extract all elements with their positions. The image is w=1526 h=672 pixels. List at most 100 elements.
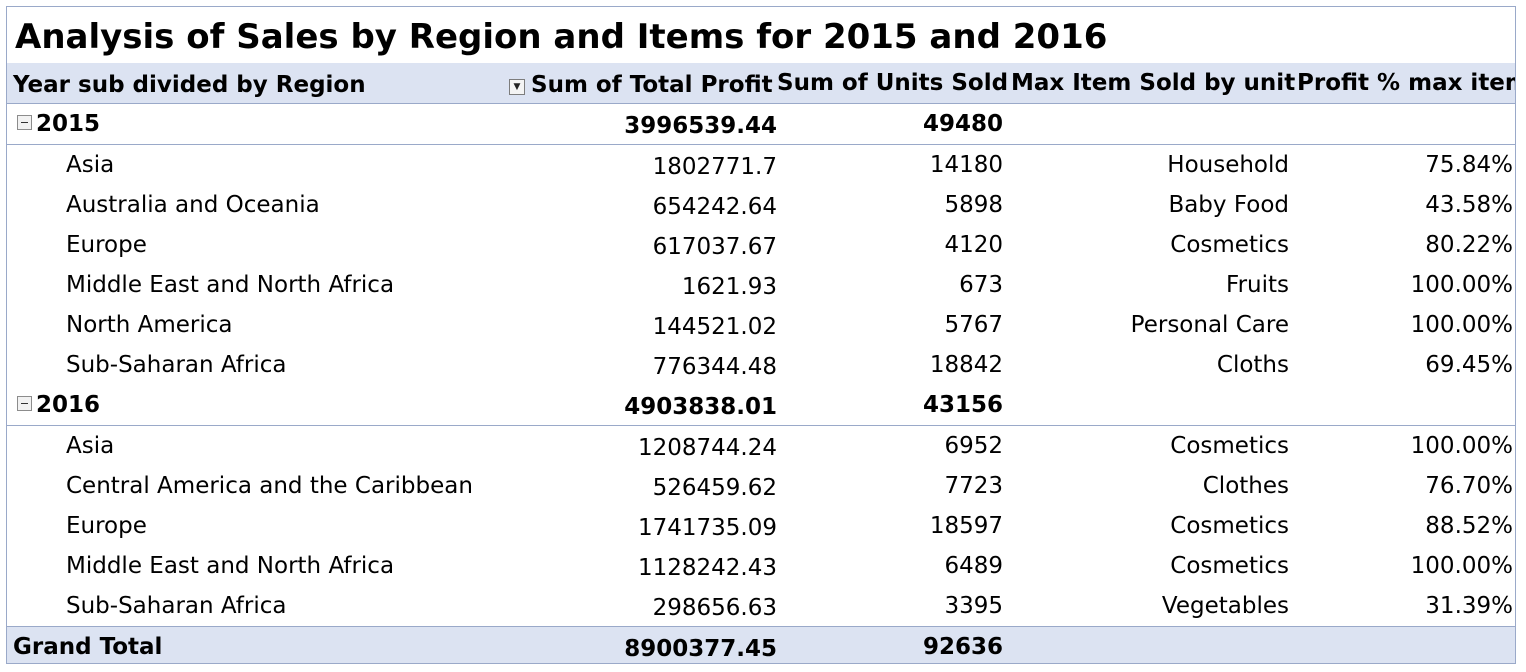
region-units-cell: 5898 [777, 185, 1011, 225]
region-row: Asia 1208744.24 6952 Cosmetics 100.00% [7, 426, 1515, 467]
grand-total-label-cell: Grand Total 8900377.45 [7, 626, 777, 663]
region-item-cell: Cosmetics [1011, 506, 1297, 546]
year-pct-cell [1297, 385, 1515, 426]
year-item-cell [1011, 385, 1297, 426]
region-label-cell: Europe 617037.67 [7, 225, 777, 265]
region-max-item: Cosmetics [1170, 232, 1289, 258]
region-name: Europe [66, 232, 147, 258]
region-row: North America 144521.02 5767 Personal Care 1… [7, 305, 1515, 345]
region-item-cell: Cloths [1011, 345, 1297, 385]
region-profit-pct: 100.00% [1410, 312, 1513, 338]
region-row: Sub-Saharan Africa 298656.63 3395 Vegetable… [7, 586, 1515, 627]
region-pct-cell: 43.58% [1297, 185, 1515, 225]
region-item-cell: Personal Care [1011, 305, 1297, 345]
region-label-cell: Europe 1741735.09 [7, 506, 777, 546]
region-units-cell: 18842 [777, 345, 1011, 385]
region-row: Middle East and North Africa 1128242.43 64… [7, 546, 1515, 586]
header-profit: Sum of Total Profit [531, 72, 773, 98]
region-profit: 654242.64 [652, 194, 777, 220]
region-units-cell: 4120 [777, 225, 1011, 265]
region-max-item: Cloths [1216, 352, 1289, 378]
region-units: 5898 [944, 192, 1003, 218]
region-profit: 1128242.43 [637, 555, 777, 581]
year-units: 49480 [922, 111, 1003, 137]
header-max-item: Max Item Sold by unit [1011, 70, 1296, 96]
region-row: Australia and Oceania 654242.64 5898 Baby F… [7, 185, 1515, 225]
region-profit-pct: 80.22% [1425, 232, 1513, 258]
region-profit-pct: 88.52% [1425, 513, 1513, 539]
region-label-cell: Asia 1802771.7 [7, 145, 777, 186]
region-label-cell: Sub-Saharan Africa 298656.63 [7, 586, 777, 627]
region-name: Middle East and North Africa [66, 553, 395, 579]
year-label: 2015 [36, 111, 101, 137]
collapse-minus-icon[interactable] [17, 396, 32, 411]
grand-total-label: Grand Total [13, 634, 163, 660]
region-max-item: Household [1167, 152, 1289, 178]
region-units-cell: 7723 [777, 466, 1011, 506]
year-label: 2016 [36, 392, 101, 418]
region-profit-pct: 100.00% [1410, 272, 1513, 298]
region-pct-cell: 76.70% [1297, 466, 1515, 506]
region-units: 5767 [944, 312, 1003, 338]
region-units-cell: 14180 [777, 145, 1011, 186]
region-max-item: Vegetables [1161, 593, 1289, 619]
region-max-item: Fruits [1226, 272, 1289, 298]
region-units-cell: 3395 [777, 586, 1011, 627]
region-profit: 526459.62 [652, 475, 777, 501]
header-units-cell: Sum of Units Sold [777, 63, 1011, 104]
grand-total-units-cell: 92636 [777, 626, 1011, 663]
region-name: Middle East and North Africa [66, 272, 395, 298]
year-label-cell: 2015 3996539.44 [7, 103, 777, 145]
filter-dropdown-icon[interactable]: ▼ [509, 79, 525, 95]
region-row: Asia 1802771.7 14180 Household 75.84% [7, 145, 1515, 186]
pivot-table: Year sub divided by Region ▼ Sum of Tota… [7, 63, 1515, 663]
region-pct-cell: 100.00% [1297, 546, 1515, 586]
header-units: Sum of Units Sold [777, 70, 1009, 96]
year-profit: 4903838.01 [624, 394, 777, 420]
region-label-cell: Australia and Oceania 654242.64 [7, 185, 777, 225]
region-profit-pct: 76.70% [1425, 473, 1513, 499]
grand-total-row: Grand Total 8900377.45 92636 [7, 626, 1515, 663]
grand-total-item-cell [1011, 626, 1297, 663]
region-units-cell: 5767 [777, 305, 1011, 345]
header-row-label: Year sub divided by Region [13, 72, 366, 98]
region-units-cell: 6489 [777, 546, 1011, 586]
region-max-item: Cosmetics [1170, 553, 1289, 579]
year-pct-cell [1297, 103, 1515, 145]
year-profit: 3996539.44 [624, 113, 777, 139]
report-title: Analysis of Sales by Region and Items fo… [15, 17, 1108, 57]
region-pct-cell: 80.22% [1297, 225, 1515, 265]
region-units-cell: 6952 [777, 426, 1011, 467]
region-profit: 144521.02 [652, 314, 777, 340]
region-units: 18842 [929, 352, 1003, 378]
year-label-cell: 2016 4903838.01 [7, 385, 777, 426]
region-profit-pct: 43.58% [1425, 192, 1513, 218]
region-name: Central America and the Caribbean [66, 473, 473, 499]
year-row: 2015 3996539.44 49480 [7, 103, 1515, 145]
region-item-cell: Cosmetics [1011, 546, 1297, 586]
grand-total-profit: 8900377.45 [624, 636, 777, 662]
region-label-cell: North America 144521.02 [7, 305, 777, 345]
region-units: 6952 [944, 433, 1003, 459]
region-pct-cell: 69.45% [1297, 345, 1515, 385]
region-item-cell: Vegetables [1011, 586, 1297, 627]
region-row: Europe 1741735.09 18597 Cosmetics 88.52% [7, 506, 1515, 546]
grand-total-pct-cell [1297, 626, 1515, 663]
region-profit: 1802771.7 [652, 154, 777, 180]
collapse-minus-icon[interactable] [17, 115, 32, 130]
region-name: Asia [66, 152, 115, 178]
year-units-cell: 43156 [777, 385, 1011, 426]
region-label-cell: Sub-Saharan Africa 776344.48 [7, 345, 777, 385]
header-row-label-cell: Year sub divided by Region ▼ Sum of Tota… [7, 63, 777, 104]
region-item-cell: Cosmetics [1011, 426, 1297, 467]
region-row: Europe 617037.67 4120 Cosmetics 80.22% [7, 225, 1515, 265]
header-profit-pct-cell: Profit % max item [1297, 63, 1515, 104]
region-profit-pct: 100.00% [1410, 433, 1513, 459]
region-units: 6489 [944, 553, 1003, 579]
header-max-item-cell: Max Item Sold by unit [1011, 63, 1297, 104]
region-pct-cell: 100.00% [1297, 265, 1515, 305]
region-units: 14180 [929, 152, 1003, 178]
region-max-item: Clothes [1202, 473, 1289, 499]
region-name: Europe [66, 513, 147, 539]
region-item-cell: Household [1011, 145, 1297, 186]
